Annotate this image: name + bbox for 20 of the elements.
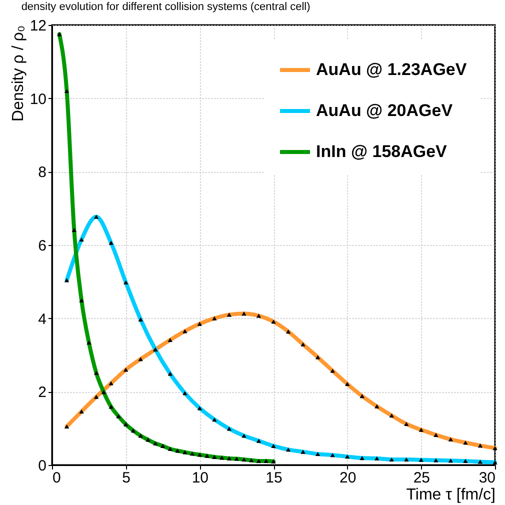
y-tick-label: 4 <box>38 310 46 328</box>
y-tick-label: 2 <box>38 384 46 402</box>
x-tick-label: 15 <box>266 470 282 486</box>
y-tick-label: 6 <box>38 238 46 254</box>
legend-label: AuAu @ 20AGeV <box>316 101 454 120</box>
chart-title: density evolution for different collision systems (central cell) <box>21 1 310 13</box>
y-tick-label: 0 <box>38 458 46 474</box>
x-axis-title: Time τ [fm/c] <box>406 486 496 504</box>
legend-label: AuAu @ 1.23AGeV <box>316 60 468 79</box>
y-tick-label: 8 <box>38 164 46 182</box>
x-tick-label: 20 <box>339 470 356 486</box>
y-tick-label: 10 <box>30 90 46 108</box>
legend-label: InIn @ 158AGeV <box>316 142 448 161</box>
x-tick-label: 25 <box>413 470 430 486</box>
y-tick-label: 12 <box>30 18 46 34</box>
x-tick-label: 30 <box>478 470 496 486</box>
x-tick-label: 10 <box>192 470 209 486</box>
x-tick-label: 5 <box>122 470 131 486</box>
y-axis-title: Density ρ / ρ₀ <box>10 26 27 122</box>
x-tick-label: 0 <box>52 470 61 486</box>
